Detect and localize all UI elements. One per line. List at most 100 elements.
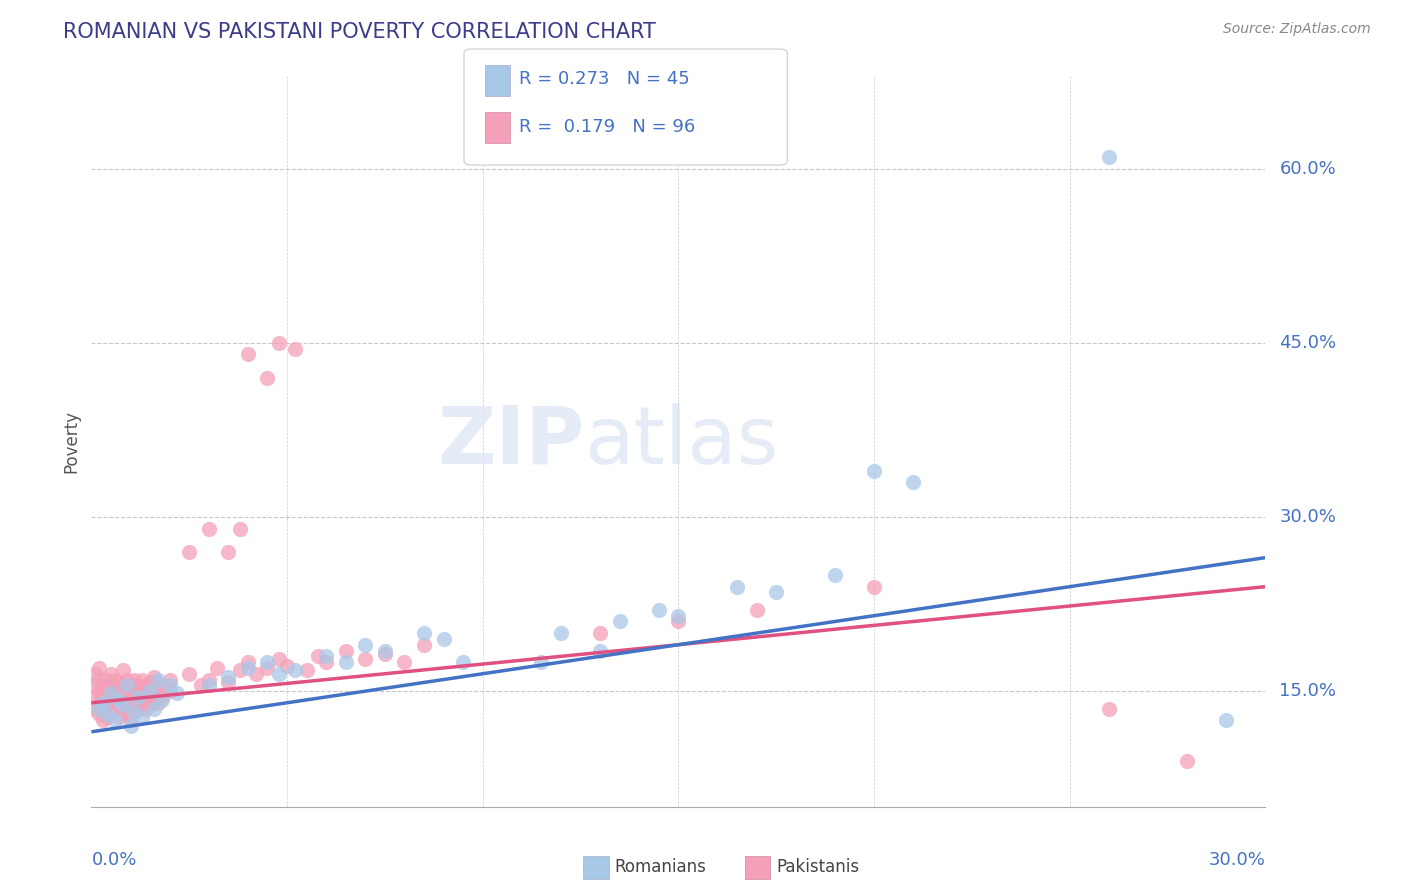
Point xyxy=(159,673,181,687)
Point xyxy=(159,684,181,698)
Point xyxy=(530,655,553,669)
Point xyxy=(315,655,337,669)
Point xyxy=(394,655,416,669)
Point xyxy=(100,686,122,700)
Point xyxy=(335,643,357,657)
Point xyxy=(139,686,162,700)
Point xyxy=(91,701,114,715)
Point xyxy=(413,626,436,640)
Text: 0.0%: 0.0% xyxy=(91,851,136,869)
Point xyxy=(269,651,291,665)
Point xyxy=(131,696,153,710)
Point xyxy=(139,698,162,712)
Point xyxy=(666,608,689,623)
Point xyxy=(100,690,122,704)
Point xyxy=(307,649,329,664)
Point xyxy=(107,698,129,712)
Point xyxy=(179,545,201,559)
Point xyxy=(84,666,107,681)
Point xyxy=(131,673,153,687)
Point xyxy=(111,690,134,704)
Point xyxy=(197,522,219,536)
Point xyxy=(725,580,748,594)
Y-axis label: Poverty: Poverty xyxy=(62,410,80,473)
Point xyxy=(205,661,228,675)
Point xyxy=(91,713,114,727)
Point xyxy=(146,696,169,710)
Point xyxy=(120,713,142,727)
Point xyxy=(143,670,166,684)
Point xyxy=(197,678,219,692)
Point xyxy=(91,678,114,692)
Point xyxy=(765,585,787,599)
Point xyxy=(256,655,278,669)
Point xyxy=(589,643,612,657)
Point xyxy=(159,678,181,692)
Point xyxy=(179,666,201,681)
Point xyxy=(84,690,107,704)
Point xyxy=(127,690,149,704)
Point xyxy=(269,666,291,681)
Point xyxy=(451,655,474,669)
Point xyxy=(229,522,252,536)
Point xyxy=(217,674,239,689)
Point xyxy=(139,684,162,698)
Point xyxy=(111,663,134,677)
Text: Pakistanis: Pakistanis xyxy=(776,858,859,876)
Point xyxy=(131,684,153,698)
Point xyxy=(89,707,111,722)
Point xyxy=(124,705,146,719)
Point xyxy=(666,615,689,629)
Point xyxy=(150,678,173,692)
Point xyxy=(609,615,631,629)
Point xyxy=(413,638,436,652)
Point xyxy=(127,701,149,715)
Point xyxy=(432,632,454,646)
Point xyxy=(1098,701,1121,715)
Text: R =  0.179   N = 96: R = 0.179 N = 96 xyxy=(519,118,695,136)
Point xyxy=(139,674,162,689)
Point xyxy=(120,701,142,715)
Point xyxy=(111,678,134,692)
Point xyxy=(89,701,111,715)
Point xyxy=(124,696,146,710)
Text: 60.0%: 60.0% xyxy=(1279,160,1336,178)
Point xyxy=(745,603,768,617)
Point xyxy=(1215,713,1237,727)
Point xyxy=(236,655,259,669)
Point xyxy=(127,678,149,692)
Point xyxy=(824,568,846,582)
Point xyxy=(91,690,114,704)
Point xyxy=(111,701,134,715)
Text: atlas: atlas xyxy=(585,402,779,481)
Point xyxy=(107,709,129,723)
Point xyxy=(135,678,157,692)
Point xyxy=(91,696,114,710)
Point xyxy=(124,673,146,687)
Point xyxy=(104,713,127,727)
Point xyxy=(115,678,138,692)
Point xyxy=(315,649,337,664)
Point xyxy=(335,655,357,669)
Point xyxy=(143,693,166,707)
Point xyxy=(245,666,267,681)
Point xyxy=(120,719,142,733)
Point xyxy=(901,475,924,490)
Point xyxy=(131,709,153,723)
Point xyxy=(107,686,129,700)
Text: ZIP: ZIP xyxy=(437,402,585,481)
Point xyxy=(190,678,212,692)
Point xyxy=(863,464,886,478)
Point xyxy=(166,686,188,700)
Point xyxy=(96,709,118,723)
Point xyxy=(236,347,259,361)
Point xyxy=(96,673,118,687)
Point xyxy=(648,603,671,617)
Point xyxy=(111,698,134,712)
Point xyxy=(115,696,138,710)
Point xyxy=(89,661,111,675)
Text: ROMANIAN VS PAKISTANI POVERTY CORRELATION CHART: ROMANIAN VS PAKISTANI POVERTY CORRELATIO… xyxy=(63,22,657,42)
Point xyxy=(354,651,377,665)
Text: Source: ZipAtlas.com: Source: ZipAtlas.com xyxy=(1223,22,1371,37)
Point xyxy=(127,690,149,704)
